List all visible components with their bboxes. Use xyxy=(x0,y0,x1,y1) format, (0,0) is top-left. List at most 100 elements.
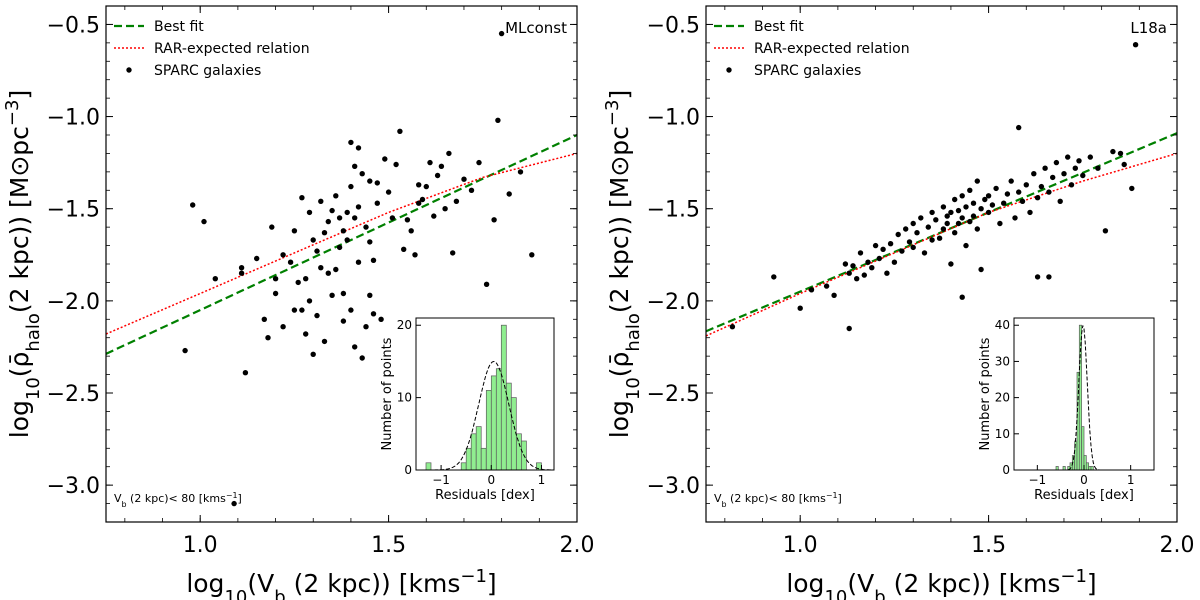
inset-x-tick-label: −1 xyxy=(1028,473,1046,487)
sparc-galaxy-point xyxy=(261,316,267,322)
y-tick-label: −1.5 xyxy=(647,198,700,223)
sparc-galaxy-point xyxy=(442,206,448,212)
sparc-galaxy-point xyxy=(1027,209,1033,216)
x-axis-label-part: b xyxy=(274,587,285,600)
x-axis-label-part: 10 xyxy=(224,587,247,600)
inset-frame xyxy=(415,317,555,471)
x-tick-label: 1.0 xyxy=(783,533,818,558)
sparc-galaxy-point xyxy=(959,294,965,300)
sparc-galaxy-point xyxy=(808,287,815,293)
sparc-galaxy-point xyxy=(861,272,867,278)
sparc-galaxy-point xyxy=(974,178,980,184)
y-tick-label: −2.0 xyxy=(647,290,700,315)
sparc-galaxy-point xyxy=(1023,182,1029,188)
y-axis-label-part: log xyxy=(5,400,34,438)
sparc-galaxy-point xyxy=(363,224,369,230)
sparc-galaxy-point xyxy=(985,193,992,199)
sparc-galaxy-point xyxy=(1129,185,1135,192)
sparc-galaxy-point xyxy=(408,228,414,234)
sparc-galaxy-point xyxy=(952,230,958,236)
sparc-galaxy-point xyxy=(887,241,894,247)
sparc-galaxy-point xyxy=(963,204,969,210)
sparc-galaxy-point xyxy=(280,324,286,330)
sparc-galaxy-point xyxy=(857,250,864,256)
histogram-bar xyxy=(1078,324,1082,471)
sparc-galaxy-point xyxy=(483,281,490,287)
histogram-bar xyxy=(460,462,467,471)
x-tick-label: 1.0 xyxy=(183,533,218,558)
sparc-galaxy-point xyxy=(1016,124,1022,131)
x-tick-label: 2.0 xyxy=(560,533,595,558)
cut-annotation-part: ] xyxy=(838,492,842,505)
sparc-galaxy-point xyxy=(929,209,935,216)
sparc-galaxy-point xyxy=(1068,182,1075,188)
legend-sparc-label: SPARC galaxies xyxy=(754,63,861,79)
sparc-galaxy-point xyxy=(940,204,947,210)
sparc-galaxy-point xyxy=(865,259,871,265)
sparc-galaxy-point xyxy=(1065,154,1071,160)
inset-y-tick-label: 20 xyxy=(397,318,412,332)
x-tick-label: 1.5 xyxy=(971,533,1006,558)
sparc-galaxy-point xyxy=(903,226,909,232)
histogram-bar xyxy=(425,462,432,471)
inset-y-tick-label: 10 xyxy=(995,427,1010,441)
sparc-galaxy-point xyxy=(370,257,377,263)
panel-label: MLconst xyxy=(505,19,567,37)
inset-x-tick-label: 1 xyxy=(538,473,546,487)
sparc-galaxy-point xyxy=(310,237,316,243)
sparc-galaxy-point xyxy=(936,235,943,241)
sparc-galaxy-point xyxy=(280,252,286,258)
sparc-galaxy-point xyxy=(771,274,777,280)
y-tick-label: −2.5 xyxy=(647,382,700,407)
sparc-galaxy-point xyxy=(944,213,950,219)
legend-best-fit-label: Best fit xyxy=(154,19,204,35)
inset-x-tick-label: 0 xyxy=(1080,473,1088,487)
y-tick-label: −0.5 xyxy=(47,13,100,38)
cut-annotation-part: −1 xyxy=(826,491,838,500)
y-axis-label-part: halo xyxy=(623,313,644,351)
x-axis-label: log10(Vb (2 kpc)) [kms−1] xyxy=(786,566,1096,600)
sparc-galaxy-point xyxy=(495,117,501,124)
sparc-galaxy-point xyxy=(997,220,1003,227)
sparc-galaxy-point xyxy=(846,325,852,332)
inset-y-tick-label: 10 xyxy=(397,391,412,405)
x-axis-label-part: (2 kpc)) [kms xyxy=(886,569,1061,598)
x-axis-label-part: ] xyxy=(487,569,497,598)
legend-best-fit-label: Best fit xyxy=(754,19,804,35)
sparc-galaxy-point xyxy=(1121,161,1127,168)
sparc-galaxy-point xyxy=(967,218,973,225)
sparc-galaxy-point xyxy=(310,351,316,357)
y-tick-label: −3.0 xyxy=(647,474,700,499)
sparc-galaxy-point xyxy=(412,252,418,258)
sparc-galaxy-point xyxy=(404,217,411,223)
sparc-galaxy-point xyxy=(970,200,977,206)
sparc-galaxy-point xyxy=(476,159,482,166)
y-tick-label: −1.0 xyxy=(47,106,100,131)
inset-y-label: Number of points xyxy=(978,337,993,450)
sparc-galaxy-point xyxy=(434,172,441,179)
sparc-galaxy-point xyxy=(303,276,309,282)
x-axis-label-part: (V xyxy=(847,569,874,598)
sparc-galaxy-point xyxy=(393,161,399,168)
inset-y-label: Number of points xyxy=(380,337,395,450)
sparc-galaxy-point xyxy=(242,370,249,376)
sparc-galaxy-point xyxy=(846,270,852,276)
sparc-galaxy-point xyxy=(352,215,358,221)
sparc-galaxy-point xyxy=(1042,165,1048,171)
sparc-galaxy-point xyxy=(318,265,324,271)
x-axis-label-part: (2 kpc)) [kms xyxy=(286,569,461,598)
sparc-galaxy-point xyxy=(348,307,354,313)
legend: Best fit RAR-expected relation SPARC galax… xyxy=(114,19,310,79)
sparc-galaxy-point xyxy=(212,276,218,282)
histogram-bar xyxy=(516,433,522,471)
sparc-galaxy-point xyxy=(1117,150,1124,157)
y-axis-label: log10(ρ̄halo(2 kpc)) [M⊙pc−3] xyxy=(2,90,44,438)
y-axis-label-part: (ρ̄ xyxy=(605,352,634,378)
sparc-galaxy-point xyxy=(959,193,965,199)
cut-annotation-part: (2 kpc)< 80 [kms xyxy=(127,492,227,505)
inset-x-tick-label: 1 xyxy=(1127,473,1135,487)
x-axis-label-part: log xyxy=(186,569,224,598)
sparc-galaxy-point xyxy=(1019,198,1026,204)
cut-annotation: Vb (2 kpc)< 80 [kms−1] xyxy=(114,491,242,509)
